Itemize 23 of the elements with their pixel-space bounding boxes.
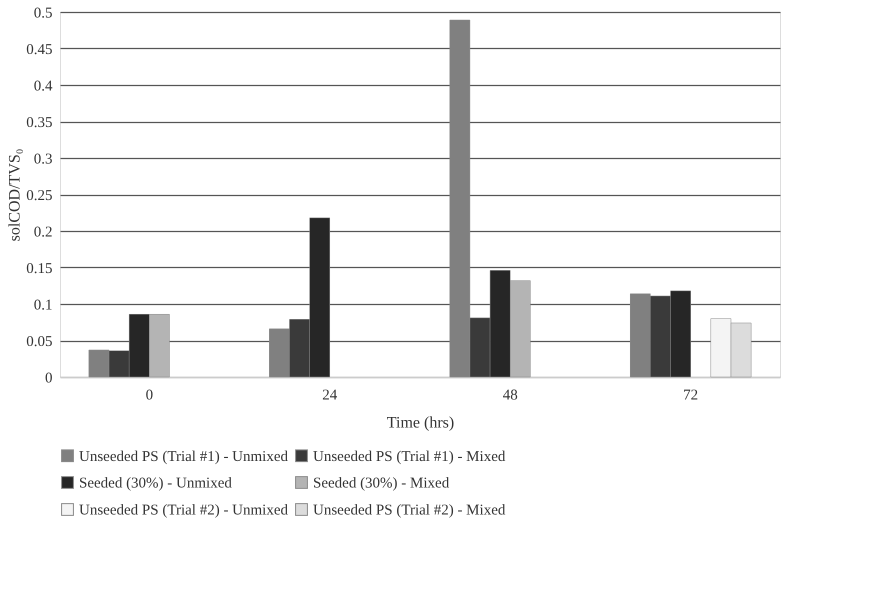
legend-label: Unseeded PS (Trial #2) - Unmixed <box>79 502 289 518</box>
y-tick-label: 0.2 <box>34 224 52 240</box>
y-tick-label: 0 <box>45 370 52 386</box>
x-tick-label: 72 <box>683 388 698 404</box>
y-tick-label: 0.05 <box>26 334 52 350</box>
y-tick-label: 0.45 <box>26 42 52 58</box>
y-tick-label: 0.35 <box>26 115 52 131</box>
y-tick-label: 0.5 <box>34 6 52 22</box>
x-tick-label: 24 <box>322 388 338 404</box>
y-tick-label: 0.25 <box>26 188 52 204</box>
x-axis-title: Time (hrs) <box>386 414 454 432</box>
x-tick-label: 48 <box>502 388 518 404</box>
legend-label: Seeded (30%) - Unmixed <box>79 476 232 492</box>
y-tick-label: 0.4 <box>34 78 53 94</box>
y-axis-title: solCOD/TVS₀ <box>6 148 24 242</box>
legend-label: Unseeded PS (Trial #1) - Mixed <box>313 448 506 465</box>
legend-label: Unseeded PS (Trial #1) - Unmixed <box>79 448 289 465</box>
legend-label: Seeded (30%) - Mixed <box>313 476 450 492</box>
legend-label: Unseeded PS (Trial #2) - Mixed <box>313 502 506 518</box>
y-tick-label: 0.3 <box>34 152 52 168</box>
y-tick-label: 0.1 <box>34 298 52 314</box>
y-tick-label: 0.15 <box>26 261 52 277</box>
x-tick-label: 0 <box>146 388 154 404</box>
